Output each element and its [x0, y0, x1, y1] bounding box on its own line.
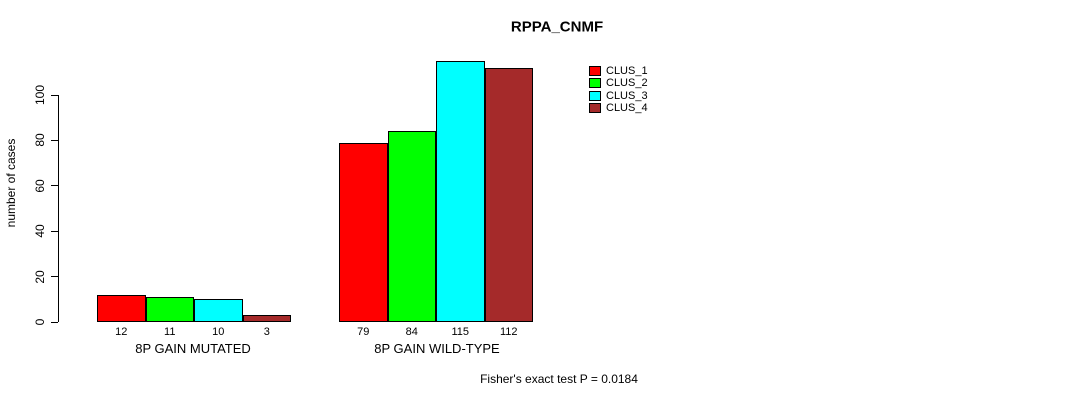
- legend-color-swatch-icon: [589, 90, 601, 101]
- y-tick-label: 80: [33, 133, 47, 148]
- bar-value-label: 11: [164, 326, 176, 338]
- y-axis-title: number of cases: [4, 138, 18, 228]
- bar-clus_1: [97, 295, 146, 322]
- y-axis-line: [58, 95, 59, 322]
- y-tick-mark: [51, 321, 58, 323]
- legend-label: CLUS_1: [606, 65, 648, 77]
- y-tick-label: 0: [33, 318, 47, 326]
- legend-label: CLUS_4: [606, 102, 648, 115]
- legend-color-swatch-icon: [589, 78, 601, 89]
- legend-color-swatch-icon: [589, 103, 601, 114]
- y-tick-mark: [51, 185, 58, 187]
- y-tick-mark: [51, 139, 58, 141]
- category-label-mutated: 8P GAIN MUTATED: [135, 341, 251, 356]
- bar-clus_4: [242, 315, 291, 322]
- bar-clus_2: [387, 131, 436, 322]
- y-tick-label: 60: [33, 179, 47, 193]
- bar-clus_4: [484, 68, 533, 322]
- legend-label: CLUS_2: [606, 77, 648, 90]
- bar-value-label: 10: [212, 326, 225, 338]
- fisher-test-annotation: Fisher's exact test P = 0.0184: [480, 372, 638, 386]
- y-tick-mark: [51, 94, 58, 96]
- bar-value-label: 79: [357, 326, 370, 338]
- y-tick-label: 40: [33, 224, 47, 238]
- bar-clus_3: [194, 299, 243, 322]
- bar-value-label: 115: [451, 326, 470, 338]
- legend-item-clus_1: CLUS_1: [589, 65, 648, 77]
- bar-clus_2: [145, 297, 194, 322]
- bar-clus_1: [339, 143, 388, 322]
- bar-value-label: 12: [115, 326, 128, 338]
- legend-color-swatch-icon: [589, 66, 601, 76]
- legend-item-clus_3: CLUS_3: [589, 90, 648, 102]
- y-tick-label: 100: [33, 84, 47, 106]
- bar-clus_3: [436, 61, 485, 322]
- chart-title: RPPA_CNMF: [510, 18, 604, 36]
- y-tick-mark: [51, 230, 58, 232]
- y-tick-mark: [51, 276, 58, 278]
- bar-value-label: 84: [405, 326, 418, 338]
- category-label-wild-type: 8P GAIN WILD-TYPE: [374, 341, 500, 356]
- legend-label: CLUS_3: [606, 89, 648, 102]
- legend-item-clus_4: CLUS_4: [589, 102, 648, 114]
- legend-item-clus_2: CLUS_2: [589, 77, 648, 89]
- bar-value-label: 112: [499, 326, 518, 338]
- bar-value-label: 3: [263, 326, 270, 338]
- y-tick-label: 20: [33, 269, 47, 284]
